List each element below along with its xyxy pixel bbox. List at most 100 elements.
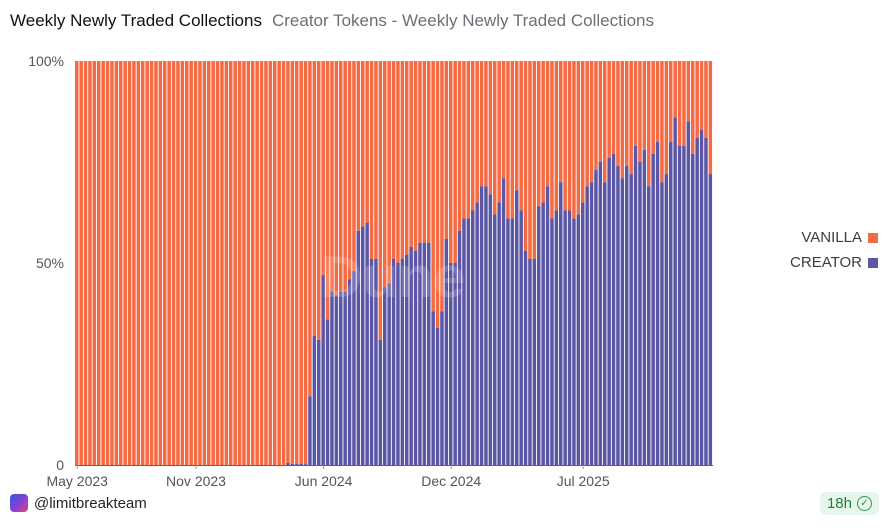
bar-creator: [506, 218, 510, 465]
bar-vanilla: [427, 61, 431, 243]
bar-vanilla: [567, 61, 572, 211]
bar-creator: [677, 145, 682, 465]
bar-vanilla: [554, 61, 559, 211]
bar-creator: [611, 153, 616, 466]
bar-vanilla: [475, 61, 479, 203]
bar-vanilla: [237, 61, 242, 465]
bar-vanilla: [413, 61, 418, 251]
bar-creator: [347, 279, 352, 465]
bar-vanilla: [396, 61, 400, 263]
bar-vanilla: [383, 61, 387, 288]
bar-vanilla: [317, 61, 321, 340]
bar-vanilla: [484, 61, 488, 187]
bar-creator: [537, 206, 541, 465]
bar-creator: [563, 210, 567, 465]
bar-creator: [435, 327, 440, 465]
author-link[interactable]: @limitbreakteam: [10, 494, 147, 512]
bar-vanilla: [493, 61, 497, 215]
bar-creator: [418, 242, 422, 465]
legend-item-creator[interactable]: CREATOR: [790, 254, 878, 271]
bar-vanilla: [682, 61, 686, 146]
bar-creator: [325, 319, 330, 465]
bar-vanilla: [290, 61, 295, 464]
bar-vanilla: [88, 61, 92, 465]
bar-vanilla: [620, 61, 625, 179]
avatar: [10, 494, 28, 512]
bar-creator: [400, 258, 405, 465]
bar-creator: [479, 186, 484, 466]
bar-creator: [378, 339, 383, 465]
bar-vanilla: [391, 61, 396, 259]
bar-creator: [708, 174, 713, 465]
bar-vanilla: [141, 61, 145, 465]
bar-vanilla: [273, 61, 277, 465]
bar-vanilla: [422, 61, 427, 243]
bar-vanilla: [264, 61, 268, 465]
bar-creator: [647, 186, 651, 466]
bar-vanilla: [418, 61, 422, 243]
bar-vanilla: [453, 61, 457, 263]
bar-creator: [299, 463, 303, 465]
refresh-badge[interactable]: 18h ✓: [819, 492, 879, 515]
bar-vanilla: [308, 61, 312, 397]
bar-creator: [699, 129, 704, 465]
legend-item-vanilla[interactable]: VANILLA: [801, 229, 878, 246]
bar-creator: [510, 218, 515, 465]
bar-vanilla: [695, 61, 699, 138]
bar-creator: [519, 210, 523, 465]
bar-vanilla: [347, 61, 352, 280]
bar-vanilla: [356, 61, 361, 231]
bar-vanilla: [708, 61, 713, 175]
bar-vanilla: [563, 61, 567, 211]
bar-vanilla: [633, 61, 638, 146]
bar-vanilla: [515, 61, 519, 191]
bar-creator: [286, 462, 290, 465]
y-tick-label: 0: [56, 457, 64, 473]
bar-vanilla: [110, 61, 114, 465]
bar-vanilla: [325, 61, 330, 320]
bar-vanilla: [440, 61, 444, 312]
bar-creator: [550, 218, 554, 465]
bar-creator: [603, 182, 607, 465]
bar-vanilla: [114, 61, 119, 465]
legend-label-creator: CREATOR: [790, 254, 862, 271]
bar-creator: [589, 182, 594, 465]
bar-vanilla: [545, 61, 550, 187]
bar-vanilla: [704, 61, 708, 138]
bar-creator: [515, 190, 519, 465]
bar-vanilla: [523, 61, 528, 251]
bar-creator: [497, 202, 501, 465]
bar-creator: [383, 287, 387, 465]
bar-vanilla: [651, 61, 655, 154]
bar-creator: [629, 174, 633, 465]
bar-vanilla: [541, 61, 545, 203]
bar-creator: [642, 149, 647, 465]
chart-subtitle: Creator Tokens - Weekly Newly Traded Col…: [271, 11, 654, 30]
bar-vanilla: [330, 61, 334, 292]
bar-vanilla: [488, 61, 493, 195]
bar-vanilla: [642, 61, 647, 150]
bar-creator: [334, 295, 339, 465]
bar-creator: [413, 250, 418, 465]
bar-vanilla: [528, 61, 532, 259]
bar-vanilla: [352, 61, 356, 272]
bar-vanilla: [576, 61, 581, 215]
bar-vanilla: [479, 61, 484, 187]
bar-vanilla: [246, 61, 251, 465]
bar-creator: [374, 258, 378, 465]
bar-vanilla: [691, 61, 695, 154]
bar-creator: [594, 170, 598, 465]
check-circle-icon: ✓: [857, 496, 872, 511]
bar-vanilla: [343, 61, 347, 292]
bar-vanilla: [449, 61, 453, 263]
bar-vanilla: [79, 61, 83, 465]
bar-creator: [655, 141, 660, 466]
bar-vanilla: [466, 61, 471, 219]
bar-creator: [405, 254, 409, 465]
x-tick-label: May 2023: [46, 473, 108, 489]
bar-vanilla: [259, 61, 264, 465]
bar-creator: [664, 174, 669, 465]
bar-creator: [625, 166, 629, 466]
bar-creator: [339, 291, 343, 465]
bar-creator: [449, 263, 453, 465]
